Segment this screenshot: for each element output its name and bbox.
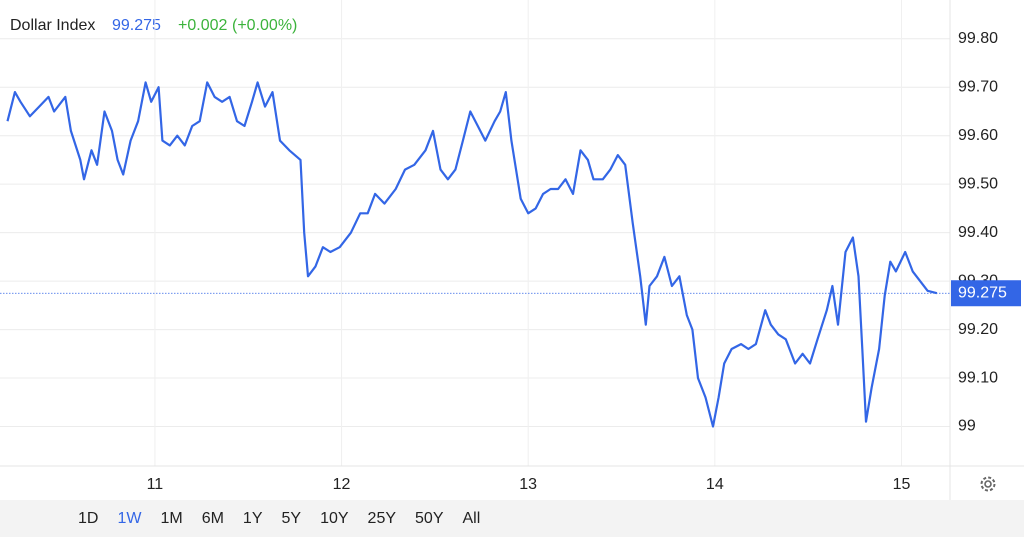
x-tick-label: 15 — [893, 476, 911, 493]
range-button[interactable]: 50Y — [415, 509, 444, 527]
range-button[interactable]: 5Y — [281, 509, 302, 527]
x-tick-label: 11 — [147, 476, 164, 493]
y-tick-label: 99.40 — [958, 224, 998, 241]
range-bar: 1D 1W 1M 6M 1Y 5Y 10Y 25Y 50Y All — [0, 500, 1024, 537]
range-button[interactable]: 1D — [78, 509, 99, 527]
y-tick-label: 99.80 — [958, 30, 998, 47]
range-button[interactable]: 1Y — [242, 509, 263, 527]
range-button[interactable]: 1W — [117, 509, 142, 527]
x-tick-label: 14 — [706, 476, 724, 493]
y-tick-label: 99.50 — [958, 175, 998, 192]
range-button[interactable]: 1M — [160, 509, 183, 527]
last-price-label: 99.275 — [958, 284, 1007, 301]
x-tick-label: 12 — [333, 476, 351, 493]
price-line — [6, 81, 938, 428]
x-tick-label: 13 — [519, 476, 537, 493]
y-tick-label: 99.20 — [958, 321, 998, 338]
range-button[interactable]: 10Y — [320, 509, 349, 527]
y-tick-label: 99.10 — [958, 369, 998, 386]
y-tick-label: 99.70 — [958, 78, 998, 95]
range-button[interactable]: 25Y — [367, 509, 397, 527]
y-tick-label: 99.60 — [958, 127, 998, 144]
price: 99.275 — [112, 17, 161, 34]
title: Dollar Index — [10, 17, 95, 34]
y-tick-label: 99 — [958, 418, 976, 435]
last-price-tag — [951, 280, 1021, 307]
change-pct: (+0.00%) — [232, 17, 297, 34]
range-button[interactable]: All — [462, 509, 481, 527]
settings-icon[interactable] — [980, 476, 996, 492]
change: +0.002 — [178, 17, 227, 34]
range-button[interactable]: 6M — [201, 509, 224, 527]
chart: Dollar Index 99.275 +0.002 (+0.00%) 99.8… — [0, 0, 1024, 500]
